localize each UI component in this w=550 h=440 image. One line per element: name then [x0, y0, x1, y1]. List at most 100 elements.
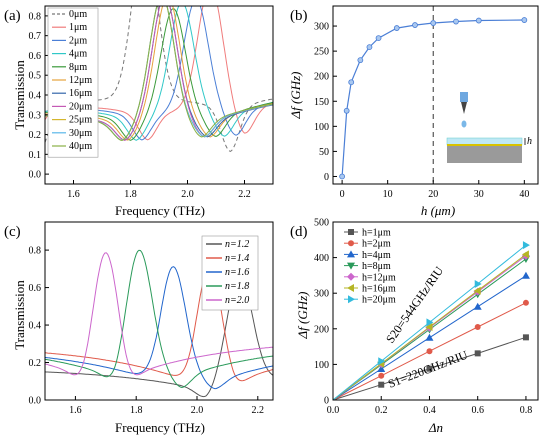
- plot-area-c: 1.6 1.8 2.0 2.2 0.0 0.2 0.4 0.6 0.8 n=1.2 n=1.4 n=1…: [29, 221, 274, 416]
- data-point-d-6-0: [378, 357, 386, 366]
- y-tick-label-c: 0.8: [29, 246, 42, 257]
- axes-frame-c: [44, 221, 274, 401]
- axes-frame-b: [332, 5, 539, 185]
- y-tick-label-c: 0.4: [29, 321, 42, 332]
- data-point-d-5-3: [521, 250, 529, 259]
- panel-label-a: (a): [4, 8, 21, 24]
- legend-marker-d-6: [348, 295, 355, 304]
- legend-box-c: [201, 235, 259, 311]
- plot-area-a: 1.6 1.8 2.0 2.2 0.0 0.1 0.2 0.3 0.4 0.5 0.6 0.7 0.8 0…: [29, 5, 274, 200]
- data-point-b-8: [430, 20, 437, 26]
- data-point-d-0-1: [426, 365, 433, 372]
- x-tick-label-a: 2.2: [238, 189, 251, 200]
- x-axis-label-b: h (μm): [421, 203, 455, 218]
- legend-marker-d-1: [348, 240, 354, 247]
- y-tick-label-a: 0.5: [29, 71, 42, 82]
- legend-label-c-4: n=2.0: [225, 295, 249, 306]
- x-tick-label-d: 0.4: [423, 405, 436, 416]
- y-tick-label-a: 0.8: [29, 11, 42, 22]
- legend-label-d-4: h=12μm: [362, 272, 396, 283]
- inset-droplet: [461, 120, 467, 128]
- legend-label-a-1: 1μm: [69, 22, 87, 33]
- y-tick-label-b: 150: [314, 97, 329, 108]
- panel-label-b: (b): [290, 8, 308, 24]
- data-point-b-6: [393, 25, 400, 31]
- y-tick-label-b: 0: [324, 172, 329, 183]
- data-point-d-5-1: [425, 323, 433, 332]
- y-axis-label-b: Δf (GHz): [288, 72, 303, 120]
- data-point-d-5-2: [473, 286, 481, 295]
- legend-label-a-9: 30μm: [69, 128, 92, 139]
- data-point-b-3: [357, 57, 364, 64]
- data-point-b-0: [339, 173, 346, 180]
- data-point-b-7: [412, 22, 418, 28]
- data-point-d-2-2: [473, 302, 482, 310]
- data-point-b-5: [375, 35, 382, 41]
- legend-label-a-6: 16μm: [69, 88, 92, 99]
- x-tick-label-b: 0: [340, 189, 345, 200]
- inset-dropper-body: [460, 92, 468, 102]
- y-tick-label-b: 100: [314, 122, 329, 133]
- x-tick-label-a: 2.0: [181, 189, 194, 200]
- annotation-s1: S1=220GHz/RIU: [386, 347, 470, 390]
- y-tick-label-c: 0.6: [29, 283, 42, 294]
- legend-label-a-4: 8μm: [69, 62, 87, 73]
- data-point-b-10: [475, 17, 482, 24]
- panel-a: (a) 1.6 1.8 2.0 2.2 0.0 0.1 0.2 0.3 0.4 0.5 0.6 0.7…: [4, 5, 274, 218]
- y-tick-label-c: 0.0: [29, 396, 42, 407]
- data-point-b-2: [348, 79, 355, 86]
- axes-frame-d: [332, 221, 539, 401]
- x-tick-label-a: 1.8: [124, 189, 137, 200]
- x-tick-label-c: 2.0: [191, 405, 204, 416]
- data-point-d-2-3: [521, 271, 530, 279]
- y-axis-label-d: Δf (GHz): [295, 292, 310, 340]
- data-point-d-2-1: [425, 333, 434, 341]
- series-line-a-0: [45, 6, 273, 152]
- plot-area-d: 0.0 0.2 0.4 0.6 0.8 0 100 200 300 400 500 h=1μmh=2μ…: [314, 218, 539, 416]
- data-point-d-6-1: [426, 318, 434, 327]
- legend-label-d-2: h=4μm: [362, 250, 391, 261]
- legend-marker-d-5: [347, 284, 354, 292]
- series-line-c-3: [45, 249, 273, 389]
- y-tick-label-a: 0.2: [29, 130, 42, 141]
- panel-c: (c) 1.6 1.8 2.0 2.2 0.0 0.2 0.4 0.6 0.8 n=1.2 n=1.…: [4, 221, 274, 435]
- x-tick-label-b: 10: [383, 189, 393, 200]
- data-point-b-9: [453, 18, 459, 25]
- y-tick-label-b: 50: [319, 147, 329, 158]
- y-tick-label-d: 400: [314, 253, 329, 264]
- series-line-b: [341, 19, 525, 177]
- data-point-d-1-2: [474, 324, 481, 331]
- y-tick-label-a: 0.6: [29, 51, 42, 62]
- legend-label-a-3: 4μm: [69, 49, 87, 60]
- data-point-d-1-0: [378, 372, 385, 379]
- legend-label-c-2: n=1.6: [225, 267, 249, 278]
- y-axis-label-a: Transmission: [12, 60, 27, 130]
- legend-label-a-2: 2μm: [69, 35, 87, 46]
- x-axis-label-d: Δn: [428, 420, 443, 435]
- data-point-b-1: [343, 107, 350, 114]
- legend-label-d-3: h=8μm: [362, 261, 391, 272]
- data-point-d-1-1: [426, 348, 433, 355]
- legend-marker-d-2: [347, 250, 355, 258]
- legend-label-d-1: h=2μm: [362, 239, 391, 250]
- x-tick-label-c: 1.6: [69, 405, 82, 416]
- inset-dropper-tip: [461, 102, 467, 114]
- legend-label-a-0: 0μm: [69, 9, 87, 20]
- x-tick-label-d: 0.6: [471, 405, 484, 416]
- y-tick-label-d: 200: [314, 324, 329, 335]
- axes-frame-a: [44, 5, 274, 185]
- y-tick-label-a: 0.3: [29, 110, 42, 121]
- inset-h-label: h: [527, 136, 532, 147]
- data-point-b-4: [366, 44, 373, 51]
- panel-d: (d) 0.0 0.2 0.4 0.6 0.8 0 100 200 300 400 500 h=1μm…: [290, 218, 539, 435]
- series-line-c-1: [45, 266, 273, 382]
- x-tick-label-b: 30: [474, 189, 484, 200]
- x-tick-label-a: 1.6: [67, 189, 80, 200]
- legend-label-d-6: h=20μm: [362, 295, 396, 306]
- x-tick-label-c: 1.8: [130, 405, 143, 416]
- legend-marker-d-4: [347, 272, 355, 281]
- x-tick-label-d: 0.0: [327, 405, 340, 416]
- x-axis-label-c: Frequency (THz): [115, 420, 205, 435]
- y-tick-label-a: 0.7: [29, 31, 42, 42]
